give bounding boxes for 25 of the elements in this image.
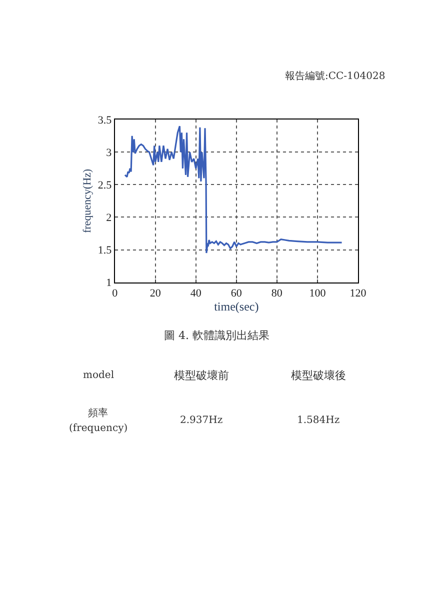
y-axis-title: frequency(Hz) [82,168,94,234]
text: 2.937Hz [180,415,223,426]
text: 頻率 [88,407,108,419]
y-tick-label: 1.5 [98,244,112,257]
x-tick-label: 120 [350,287,367,300]
x-tick-label: 60 [230,287,242,300]
y-tick-label: 3 [106,147,112,160]
x-tick-label: 0 [112,287,118,300]
x-tick-label: 80 [271,287,283,300]
x-tick-label: 40 [190,287,202,300]
text: 1.584Hz [297,415,340,426]
y-tick-label: 1 [106,277,112,290]
text: 模型破壞後 [291,369,346,382]
y-tick-label: 3.5 [98,114,112,126]
line-series [124,125,343,254]
y-tick-label: 2.5 [98,180,112,192]
text: model [83,370,114,381]
y-tick-label: 2 [106,212,112,224]
x-axis-title: time(sec) [214,299,259,314]
x-tick-label: 100 [309,287,326,300]
caption: 圖 4. 軟體識別出結果 [164,329,270,342]
text: 報告編號:CC-104028 [285,70,386,82]
x-tick-label: 20 [150,287,162,300]
text: 模型破壞前 [174,369,229,382]
text: (frequency) [69,423,128,434]
